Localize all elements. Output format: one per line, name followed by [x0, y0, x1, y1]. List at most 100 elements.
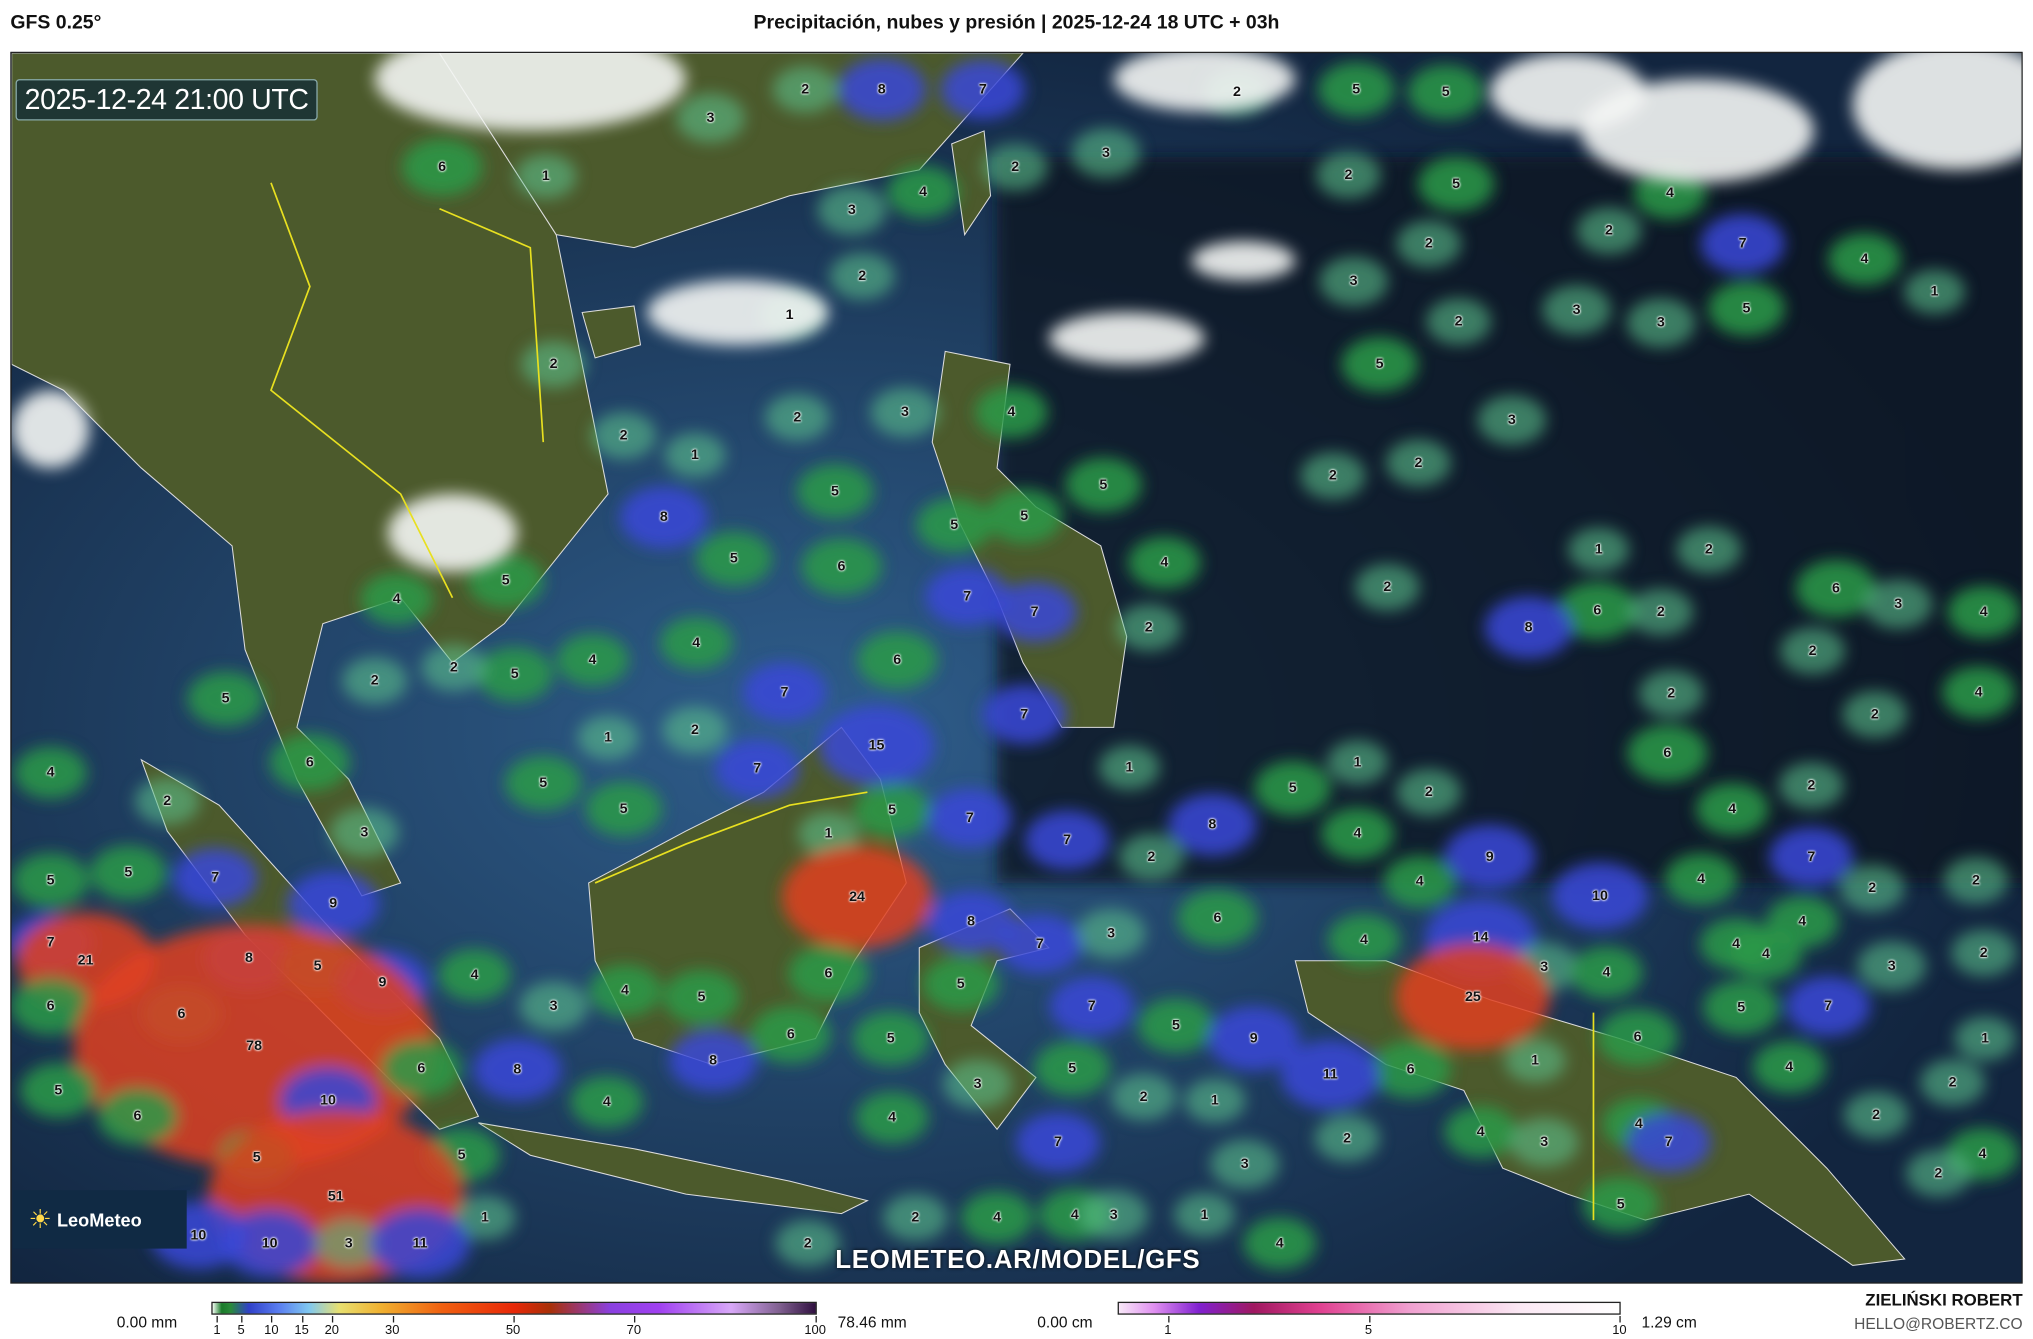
tick-mark	[301, 1316, 303, 1323]
precip-label: 4	[919, 184, 928, 200]
precip-label: 5	[54, 1082, 63, 1099]
map-title: Precipitación, nubes y presión | 2025-12…	[753, 11, 1280, 34]
precip-label: 2	[1948, 1074, 1957, 1091]
precip-label: 6	[1633, 1029, 1642, 1046]
precip-label: 7	[1030, 604, 1039, 620]
precip-blob	[1383, 855, 1457, 908]
tick-label: 50	[505, 1323, 521, 1339]
precip-label: 6	[1213, 910, 1222, 926]
precip-blob	[960, 1191, 1034, 1244]
watermark-url: LEOMETEO.AR/MODEL/GFS	[835, 1245, 1201, 1275]
tick-label: 1	[1164, 1323, 1172, 1339]
tick-label: 70	[626, 1323, 642, 1339]
leometeo-logo[interactable]: ☀ LeoMeteo	[12, 1190, 187, 1249]
precip-label: 3	[1101, 145, 1110, 161]
cloud-cover	[11, 53, 2022, 572]
precip-blob	[986, 488, 1063, 544]
precip-label: 5	[1441, 84, 1450, 100]
precip-blob	[577, 715, 639, 760]
precip-label: 21	[77, 952, 94, 969]
precip-blob	[1695, 783, 1769, 835]
precip-label: 2	[1870, 706, 1879, 723]
precip-min-label: 0.00 mm	[116, 1313, 178, 1332]
precip-label: 7	[753, 761, 762, 777]
precip-label: 4	[1602, 964, 1611, 981]
precip-blob	[886, 165, 960, 218]
precip-blob	[695, 531, 773, 587]
precip-blob	[401, 138, 483, 196]
precip-blob	[775, 1220, 841, 1267]
precip-blob	[1905, 1150, 1971, 1197]
precip-label: 8	[877, 81, 886, 98]
precip-blob	[1954, 1016, 2016, 1061]
precip-label: 1	[1594, 541, 1603, 558]
precip-blob	[1627, 724, 1708, 782]
precip-blob	[798, 811, 859, 856]
precip-label: 5	[956, 976, 965, 992]
precip-blob	[796, 464, 874, 519]
precip-label: 4	[1785, 1059, 1794, 1075]
precip-label: 2	[1328, 468, 1337, 484]
precip-label: 4	[1275, 1235, 1284, 1252]
precip-blob	[676, 93, 745, 143]
country-borders-highlight	[269, 182, 1595, 1221]
precip-label: 6	[837, 558, 846, 575]
precip-blob	[1207, 1006, 1300, 1071]
precip-label: 15	[868, 737, 885, 754]
precip-blob	[975, 386, 1048, 439]
precip-blob	[870, 387, 940, 437]
tick-label: 5	[1364, 1323, 1373, 1339]
precip-blob	[314, 1218, 384, 1269]
precip-label: 6	[786, 1026, 795, 1043]
snow-colorbar	[1117, 1301, 1621, 1315]
precip-label: 25	[1464, 989, 1481, 1005]
precip-label: 11	[412, 1235, 428, 1252]
precip-label: 2	[1808, 643, 1817, 659]
precip-label: 5	[252, 1150, 261, 1166]
precip-label: 2	[1344, 167, 1353, 183]
precip-label: 4	[1070, 1207, 1079, 1223]
precip-blob	[221, 1209, 318, 1278]
precip-label: 5	[1616, 1196, 1625, 1213]
precip-label: 8	[1524, 619, 1533, 636]
precip-blob	[1128, 536, 1201, 589]
precip-label: 5	[1352, 81, 1361, 98]
precip-blob	[1703, 980, 1780, 1035]
precip-blob	[1664, 853, 1738, 905]
precip-label: 6	[1406, 1061, 1415, 1078]
precip-label: 7	[1824, 998, 1833, 1014]
precip-label: 6	[893, 652, 902, 668]
tick-mark	[815, 1316, 817, 1323]
precip-blob	[1484, 596, 1573, 659]
tick-label: 15	[294, 1323, 309, 1339]
precip-blob	[1842, 691, 1908, 738]
precip-blob	[556, 634, 629, 686]
precip-blob	[570, 1076, 644, 1129]
precip-label: 6	[438, 159, 447, 176]
land-taiwan	[951, 130, 992, 237]
precip-blob	[829, 252, 895, 300]
precip-blob	[1857, 941, 1927, 991]
precip-label: 8	[513, 1061, 522, 1078]
precip-blob	[1863, 579, 1933, 629]
precip-label: 4	[1728, 801, 1737, 817]
precip-label: 7	[963, 588, 972, 605]
tick-label: 100	[804, 1323, 826, 1339]
precip-blob	[1477, 395, 1547, 445]
precip-label: 6	[46, 998, 55, 1014]
precip-blob	[588, 964, 662, 1017]
precip-label: 4	[1476, 1124, 1485, 1140]
author-email[interactable]: HELLO@ROBERTZ.CO	[1854, 1314, 2023, 1333]
precip-label: 3	[1572, 302, 1581, 318]
precip-max-label: 78.46 mm	[837, 1313, 907, 1332]
precip-label: 24	[849, 889, 865, 905]
precip-label: 78	[246, 1038, 263, 1055]
precip-blob	[1504, 1038, 1566, 1083]
cloud-patch	[1852, 53, 2022, 170]
precip-label: 6	[1663, 745, 1672, 762]
precip-blob	[1628, 588, 1694, 636]
tick-mark	[392, 1316, 394, 1323]
precip-blob	[943, 1059, 1012, 1109]
precip-label: 5	[457, 1147, 466, 1164]
precip-label: 2	[1667, 685, 1676, 702]
